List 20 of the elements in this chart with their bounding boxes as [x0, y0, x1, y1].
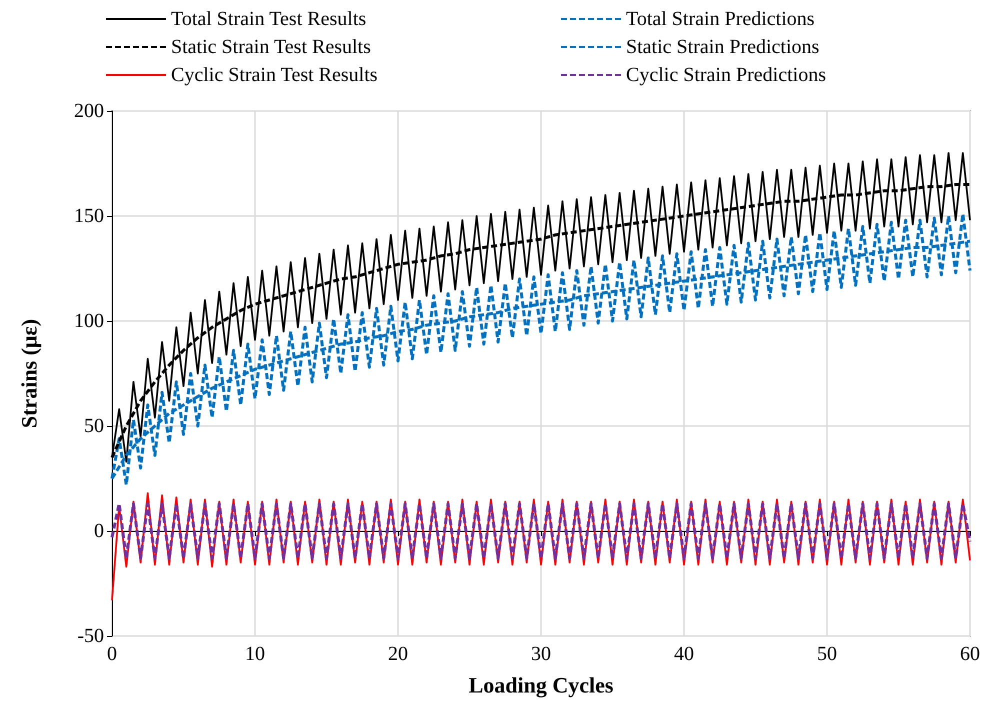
- legend-label: Total Strain Test Results: [171, 8, 366, 30]
- x-tick-label: 60: [960, 643, 980, 665]
- y-tick-label: 0: [94, 520, 104, 542]
- x-tick-label: 20: [388, 643, 408, 665]
- y-tick-label: 150: [74, 205, 104, 227]
- x-tick-label: 50: [817, 643, 837, 665]
- x-tick-label: 40: [674, 643, 694, 665]
- legend-label: Total Strain Predictions: [626, 8, 815, 30]
- x-tick-label: 30: [531, 643, 551, 665]
- x-axis-title: Loading Cycles: [468, 672, 614, 698]
- legend-label: Cyclic Strain Test Results: [171, 64, 378, 86]
- y-tick-label: 100: [74, 310, 104, 332]
- legend-label: Static Strain Test Results: [171, 36, 372, 58]
- legend-label: Cyclic Strain Predictions: [626, 64, 826, 86]
- legend-label: Static Strain Predictions: [626, 36, 820, 58]
- y-tick-label: -50: [77, 625, 104, 647]
- y-tick-label: 200: [74, 100, 104, 122]
- x-tick-label: 10: [245, 643, 265, 665]
- y-axis-title: Strains (με): [16, 318, 42, 428]
- y-tick-label: 50: [84, 415, 104, 437]
